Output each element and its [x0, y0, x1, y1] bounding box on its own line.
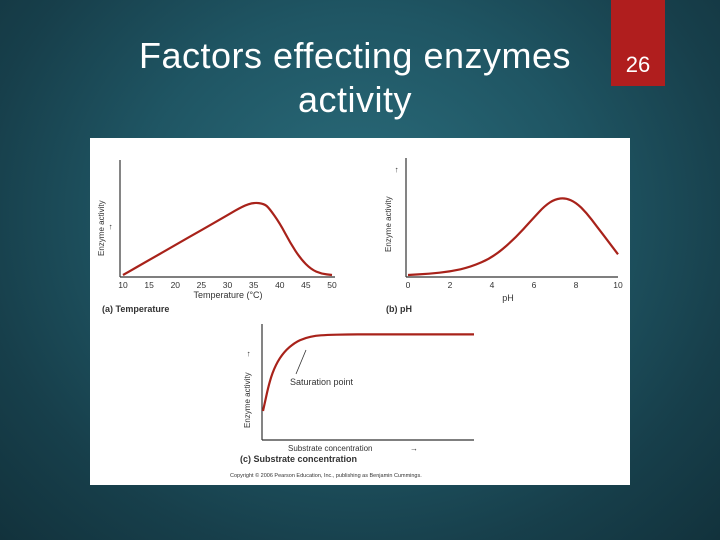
x-tick-label: 8: [574, 280, 579, 290]
x-tick-label: 4: [490, 280, 495, 290]
figure-canvas: Enzyme activity → 10 15 20 25 30 35 40 45 50 Tem…: [97, 158, 623, 479]
panel-label: (c) Substrate concentration: [240, 454, 357, 464]
x-tick-label: 10: [613, 280, 623, 290]
series-line: [261, 333, 474, 412]
y-axis-arrow: →: [391, 166, 400, 174]
saturation-annotation: Saturation point: [290, 377, 354, 387]
x-tick-labels: 10 15 20 25 30 35 40 45 50: [118, 280, 337, 290]
x-tick-label: 45: [301, 280, 311, 290]
y-axis-arrow: →: [105, 223, 114, 231]
x-tick-label: 0: [406, 280, 411, 290]
x-tick-label: 50: [327, 280, 337, 290]
page-number-tab: 26: [611, 0, 665, 86]
series-line: [407, 197, 619, 277]
x-tick-label: 15: [144, 280, 154, 290]
panel-label: (a) Temperature: [102, 304, 169, 314]
x-tick-label: 35: [249, 280, 259, 290]
panel-label: (b) pH: [386, 304, 412, 314]
copyright-notice: Copyright © 2006 Pearson Education, Inc.…: [230, 472, 422, 479]
x-tick-label: 6: [532, 280, 537, 290]
chart-ph: Enzyme activity → 0 2 4 6 8 10 pH (b) pH: [384, 158, 623, 314]
chart-temperature: Enzyme activity → 10 15 20 25 30 35 40 45 50 Tem…: [97, 160, 337, 314]
x-tick-label: 40: [275, 280, 285, 290]
x-axis-label: Temperature (°C): [193, 290, 262, 300]
x-tick-label: 25: [197, 280, 207, 290]
x-tick-labels: 0 2 4 6 8 10: [406, 280, 623, 290]
x-tick-label: 10: [118, 280, 128, 290]
x-tick-label: 30: [223, 280, 233, 290]
y-axis-label: Enzyme activity: [97, 200, 106, 256]
y-axis-label: Enzyme activity: [243, 372, 252, 428]
x-axis-arrow: →: [410, 444, 418, 453]
annotation-pointer: [295, 349, 307, 375]
x-tick-label: 2: [448, 280, 453, 290]
x-axis-label: Substrate concentration: [288, 444, 373, 453]
y-axis-arrow: →: [243, 350, 252, 358]
y-axis-label: Enzyme activity: [384, 196, 393, 252]
x-axis-label: pH: [502, 293, 514, 303]
enzyme-factors-figure: Enzyme activity → 10 15 20 25 30 35 40 45 50 Tem…: [90, 138, 630, 485]
series-line: [122, 201, 333, 277]
page-number: 26: [625, 52, 651, 77]
slide-title: Factors effecting enzymes activity: [138, 35, 572, 120]
x-tick-label: 20: [171, 280, 181, 290]
chart-substrate: Enzyme activity → Saturation point Subst…: [240, 324, 474, 464]
